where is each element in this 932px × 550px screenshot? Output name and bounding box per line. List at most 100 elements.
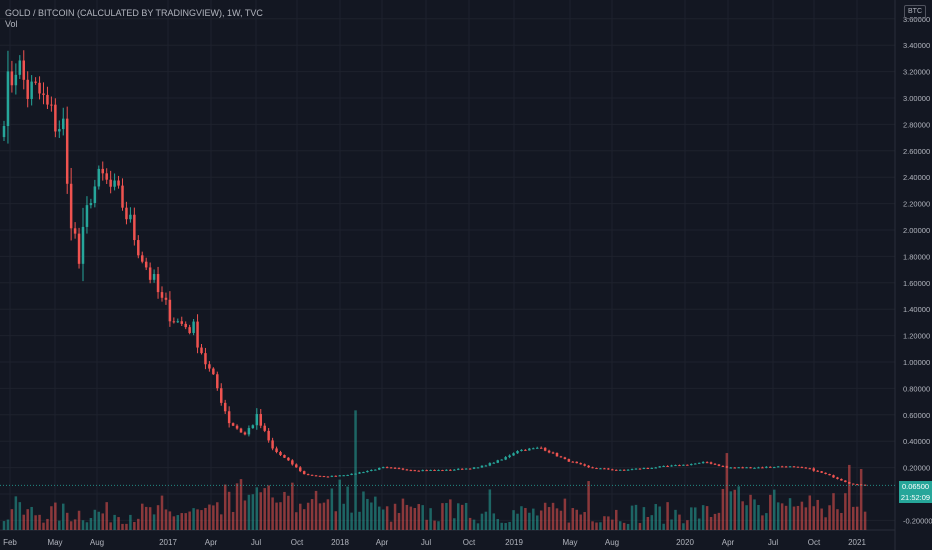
- candle-body: [156, 274, 160, 293]
- volume-bar: [421, 505, 424, 530]
- candle-body: [275, 448, 278, 453]
- x-tick-label: Apr: [722, 538, 735, 547]
- candle-body: [330, 475, 334, 477]
- candle-body: [255, 414, 259, 426]
- candle-body: [741, 467, 744, 469]
- volume-bar: [634, 504, 638, 530]
- candle-body: [283, 455, 286, 458]
- volume-bar: [532, 508, 535, 530]
- volume-bar: [6, 519, 10, 530]
- candle-body: [575, 461, 578, 464]
- volume-bar: [852, 506, 855, 530]
- candle-body: [196, 321, 199, 348]
- volume-bar: [366, 498, 369, 530]
- volume-bar: [528, 512, 531, 530]
- volume-bar: [701, 505, 705, 530]
- candle-body: [89, 202, 93, 206]
- candle-body: [338, 475, 341, 477]
- candle-body: [354, 473, 357, 475]
- candle-body: [599, 468, 602, 470]
- volume-bar: [761, 515, 764, 530]
- candle-body: [172, 321, 176, 323]
- candle-body: [859, 484, 863, 486]
- volume-bar: [322, 502, 326, 530]
- x-tick-label: 2021: [848, 538, 866, 547]
- volume-bar: [571, 508, 575, 530]
- candle-body: [816, 470, 819, 472]
- volume-bar: [220, 514, 223, 530]
- volume-bar: [14, 496, 18, 530]
- volume-bar: [496, 519, 499, 530]
- candle-body: [812, 468, 815, 471]
- y-tick-label: -0.20000: [903, 516, 932, 525]
- volume-bar: [346, 486, 349, 530]
- candle-body: [366, 470, 369, 473]
- volume-bar: [42, 522, 45, 530]
- volume-bar: [34, 515, 37, 530]
- candle-body: [247, 428, 251, 435]
- volume-bar: [520, 506, 523, 530]
- y-tick-label: 2.60000: [903, 147, 930, 156]
- volume-bar: [22, 514, 25, 530]
- volume-bar: [721, 488, 725, 530]
- candle-body: [701, 462, 705, 464]
- volume-bar: [729, 491, 733, 530]
- candle-body: [780, 466, 784, 468]
- volume-bar: [583, 512, 586, 530]
- candle-body: [137, 240, 140, 256]
- candle-body: [733, 467, 736, 469]
- volume-bar: [291, 482, 294, 530]
- price-axis[interactable]: 3.60000 3.40000 3.20000 3.00000 2.80000 2.600…: [903, 15, 932, 526]
- candle-body: [453, 469, 456, 471]
- volume-bar: [863, 511, 867, 530]
- volume-bar: [713, 513, 717, 530]
- candle-body: [54, 104, 57, 132]
- candle-body: [97, 168, 101, 187]
- time-axis[interactable]: Feb May Aug 2017 Apr Jul Oct 2018 Apr Jul Oct 2019 M…: [3, 538, 866, 547]
- y-tick-label: 2.00000: [903, 226, 930, 235]
- candle-body: [543, 447, 547, 451]
- volume-bar: [705, 506, 709, 530]
- volume-bar: [524, 507, 527, 530]
- candle-body: [792, 466, 796, 468]
- candle-body: [14, 74, 18, 86]
- candle-body: [603, 468, 606, 470]
- volume-bar: [144, 506, 148, 530]
- volume-bar: [401, 498, 405, 530]
- volume-bar: [113, 514, 116, 530]
- candle-body: [208, 364, 211, 369]
- volume-bar: [200, 510, 203, 530]
- volume-bar: [152, 514, 156, 530]
- candle-body: [820, 471, 823, 473]
- candle-body: [30, 81, 33, 99]
- candle-body: [840, 478, 843, 481]
- volume-bar: [385, 506, 389, 530]
- volume-bar: [539, 510, 543, 530]
- volume-bar: [89, 518, 93, 530]
- candle-body: [184, 323, 187, 328]
- volume-bar: [330, 488, 334, 530]
- x-tick-label: Oct: [808, 538, 821, 547]
- x-tick-label: Feb: [3, 538, 17, 547]
- candle-body: [532, 448, 535, 450]
- currency-badge[interactable]: BTC: [904, 5, 926, 19]
- candle-body: [445, 469, 448, 471]
- volume-indicator-label[interactable]: Vol: [5, 19, 18, 29]
- volume-bar: [121, 523, 124, 530]
- volume-bar: [239, 479, 243, 530]
- volume-bar: [749, 494, 752, 530]
- volume-bar: [125, 523, 128, 530]
- volume-bar: [547, 507, 551, 530]
- volume-bar: [314, 490, 318, 530]
- volume-bar: [338, 479, 341, 530]
- volume-bar: [46, 518, 49, 530]
- volume-bar: [551, 502, 555, 530]
- volume-bar: [208, 504, 211, 530]
- volume-bar: [567, 522, 571, 530]
- candle-body: [152, 274, 156, 280]
- volume-bar: [381, 509, 385, 530]
- candle-body: [334, 475, 338, 477]
- candle-body: [417, 470, 420, 472]
